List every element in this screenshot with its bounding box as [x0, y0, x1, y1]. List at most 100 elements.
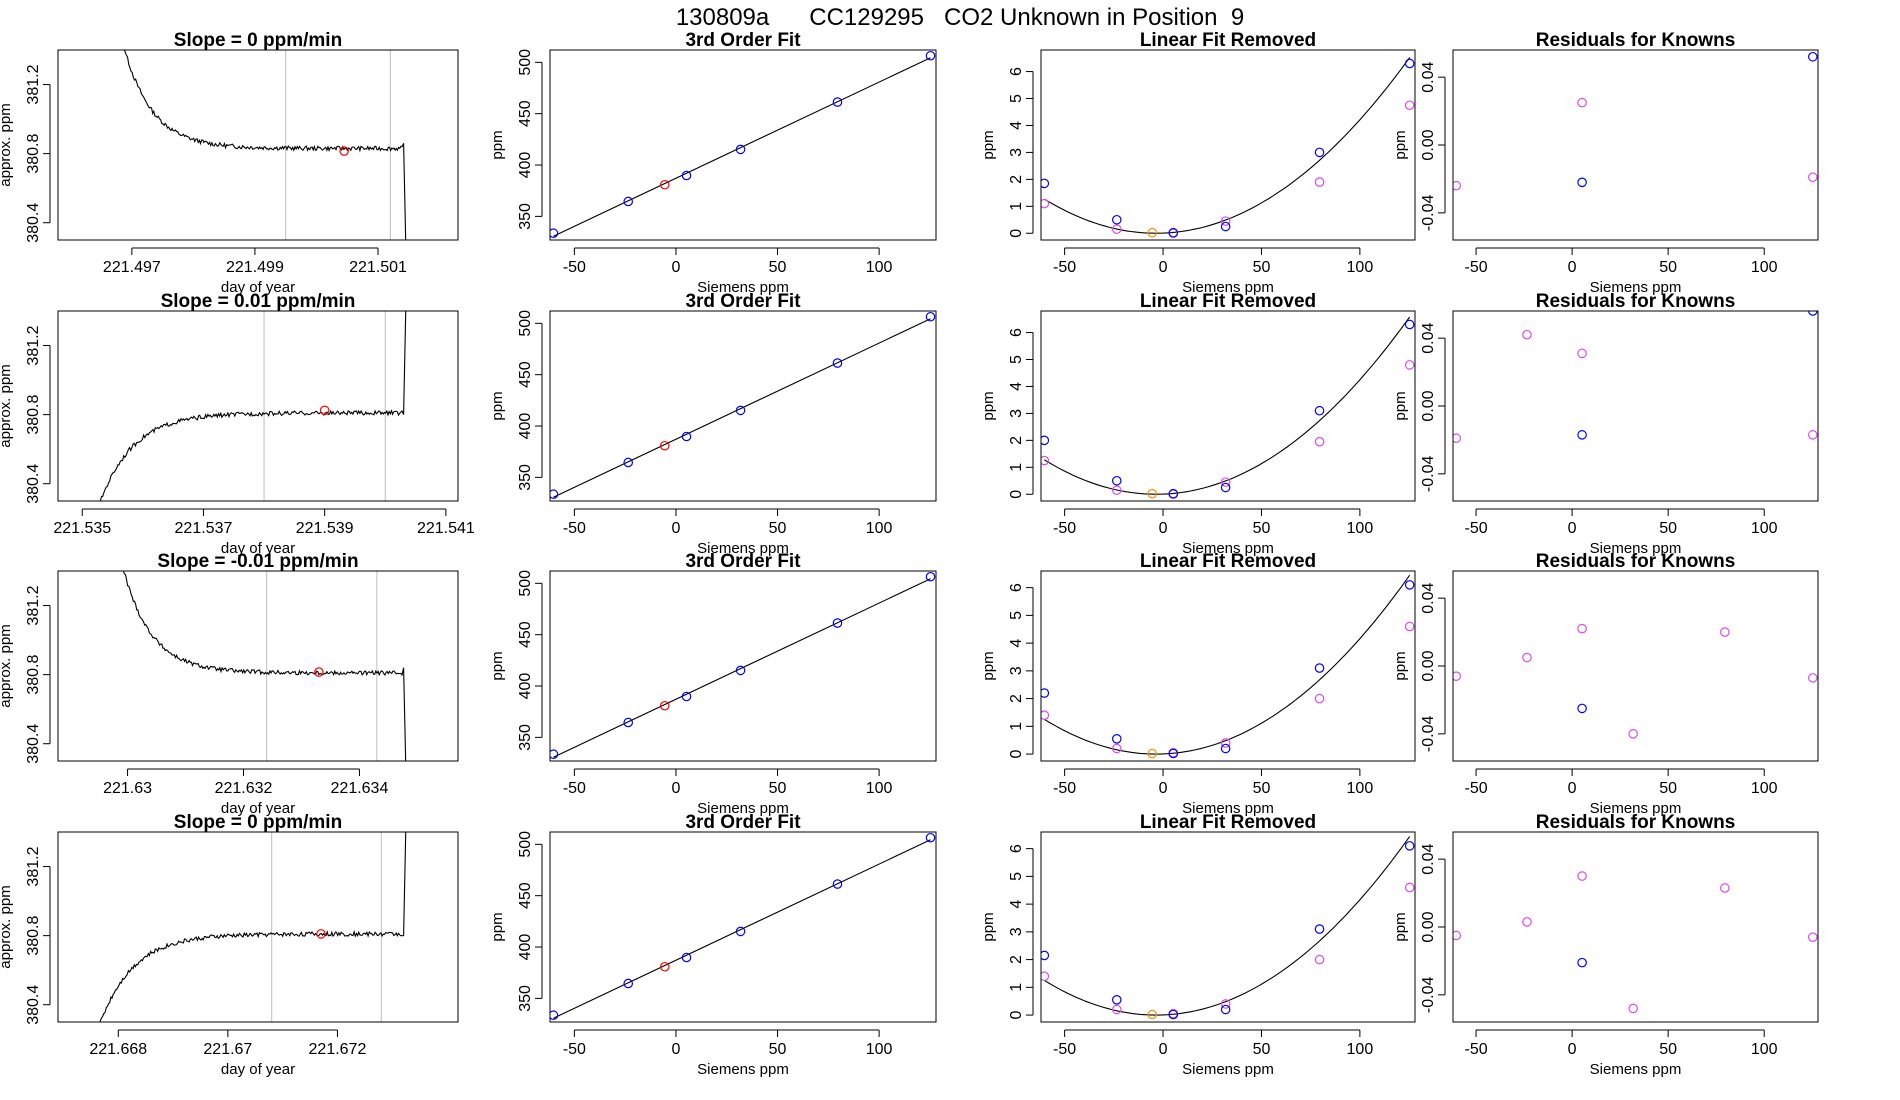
plot-area: [550, 571, 936, 760]
y-tick-label: 5: [1008, 355, 1025, 364]
x-tick-label: 0: [1159, 1041, 1168, 1058]
residual-point: [1808, 430, 1818, 440]
unknown-point: [659, 440, 670, 451]
plot-frame: [549, 570, 937, 762]
y-tick-label: 400: [517, 673, 534, 700]
y-tick-label: 0.04: [1420, 582, 1437, 613]
fit-line: [553, 318, 931, 498]
x-axis: 221.63 221.632 221.634 day of year: [103, 768, 389, 817]
y-tick-label: 380.8: [25, 916, 42, 956]
residual-point: [1453, 671, 1462, 681]
known-point: [735, 926, 746, 937]
x-tick-label: 221.535: [53, 520, 111, 537]
known-point: [550, 1010, 559, 1021]
known-point: [550, 228, 559, 239]
x-tick-label: 50: [1253, 780, 1271, 797]
linear-residual-point: [1220, 738, 1231, 748]
x-tick-label: 0: [672, 780, 681, 797]
x-tick-label: 50: [1659, 520, 1677, 537]
x-tick-label: 221.634: [331, 780, 389, 797]
x-tick-label: -50: [1464, 780, 1487, 797]
y-tick-label: 381.2: [25, 325, 42, 365]
panel-title: 3rd Order Fit: [685, 812, 801, 833]
x-tick-label: 221.67: [203, 1041, 252, 1058]
linear-residual-point: [1314, 954, 1325, 965]
x-tick-label: -50: [1053, 520, 1076, 537]
y-tick-label: 380.4: [25, 724, 42, 764]
y-tick-label: 3: [1008, 148, 1025, 157]
x-tick-label: 0: [1568, 520, 1577, 537]
y-tick-label: 6: [1008, 328, 1025, 337]
y-tick-label: 380.4: [25, 203, 42, 243]
y-axis: 350 400 450 500 ppm: [489, 49, 543, 230]
known-point: [1111, 214, 1122, 225]
x-axis-label: Siemens ppm: [1590, 279, 1682, 296]
residual-point: [1453, 433, 1462, 444]
y-tick-label: 381.2: [25, 846, 42, 886]
y-axis: 350 400 450 500 ppm: [489, 310, 543, 491]
known-point: [1220, 743, 1231, 754]
y-axis-label: ppm: [1392, 130, 1409, 159]
known-point: [925, 311, 936, 322]
y-axis-label: ppm: [1392, 391, 1409, 420]
y-tick-label: 4: [1008, 382, 1025, 391]
panel-title: 3rd Order Fit: [685, 291, 801, 312]
panel-r2-c4: Residuals for Knowns -50 0 50 100 Siemens ppm…: [1392, 291, 1819, 557]
known-point: [735, 144, 746, 155]
residual-point: [1808, 932, 1818, 942]
y-tick-label: 0.04: [1420, 61, 1437, 92]
x-axis-label: Siemens ppm: [697, 540, 789, 557]
y-tick-label: -0.04: [1420, 195, 1437, 232]
x-tick-label: 100: [1751, 1041, 1778, 1058]
x-axis: 221.535 221.537 221.539 221.541 day of year: [53, 508, 475, 557]
x-tick-label: 221.541: [417, 520, 475, 537]
plot-area: [99, 311, 407, 501]
x-axis: 221.497 221.499 221.501 day of year: [103, 247, 407, 296]
y-tick-label: 500: [517, 310, 534, 337]
known-point: [623, 717, 634, 728]
panel-r1-c2: 3rd Order Fit -50 0 50 100 Siemens ppm 350 400 4…: [489, 30, 937, 296]
panel-title: Residuals for Knowns: [1536, 291, 1736, 312]
x-tick-label: 100: [1347, 520, 1374, 537]
panel-title: Slope = 0.01 ppm/min: [161, 291, 356, 312]
x-tick-label: 0: [1159, 520, 1168, 537]
known-point: [1111, 734, 1122, 744]
x-tick-label: 0: [672, 259, 681, 276]
x-axis: -50 0 50 100 Siemens ppm: [1464, 247, 1778, 296]
y-tick-label: -0.04: [1420, 977, 1437, 1014]
known-point: [681, 170, 692, 181]
unknown-mean-point: [316, 929, 326, 939]
unknown-point: [1147, 1009, 1158, 1020]
residual-point: [1453, 180, 1462, 191]
y-axis-label: approx. ppm: [0, 885, 14, 968]
known-point: [623, 457, 634, 468]
plot-frame: [57, 49, 459, 241]
y-axis-label: ppm: [489, 912, 506, 941]
x-axis-label: Siemens ppm: [697, 1061, 789, 1078]
x-tick-label: 221.672: [309, 1041, 367, 1058]
y-axis: 0 1 2 3 4 5 6 ppm: [980, 67, 1034, 238]
unknown-mean-point: [319, 405, 330, 416]
x-axis-label: Siemens ppm: [1182, 279, 1274, 296]
trace-line: [123, 50, 407, 240]
x-axis-label: day of year: [221, 800, 295, 817]
y-tick-label: 0.00: [1420, 129, 1437, 160]
y-tick-label: 5: [1008, 94, 1025, 103]
x-tick-label: 100: [866, 259, 893, 276]
linear-residual-point: [1220, 477, 1231, 487]
x-tick-label: 50: [1659, 780, 1677, 797]
known-point: [735, 405, 746, 416]
y-tick-label: 2: [1008, 175, 1025, 184]
quadratic-curve: [1044, 574, 1411, 755]
y-tick-label: 380.8: [25, 395, 42, 435]
y-tick-label: 0.00: [1420, 911, 1437, 942]
y-axis-label: approx. ppm: [0, 624, 14, 707]
panel-r4-c4: Residuals for Knowns -50 0 50 100 Siemens ppm…: [1392, 812, 1819, 1078]
x-tick-label: 221.63: [103, 780, 152, 797]
y-axis-label: ppm: [980, 130, 997, 159]
y-tick-label: 450: [517, 100, 534, 127]
known-residual-point: [1577, 957, 1587, 968]
linear-residual-point: [1220, 999, 1231, 1009]
known-point: [1314, 663, 1325, 673]
